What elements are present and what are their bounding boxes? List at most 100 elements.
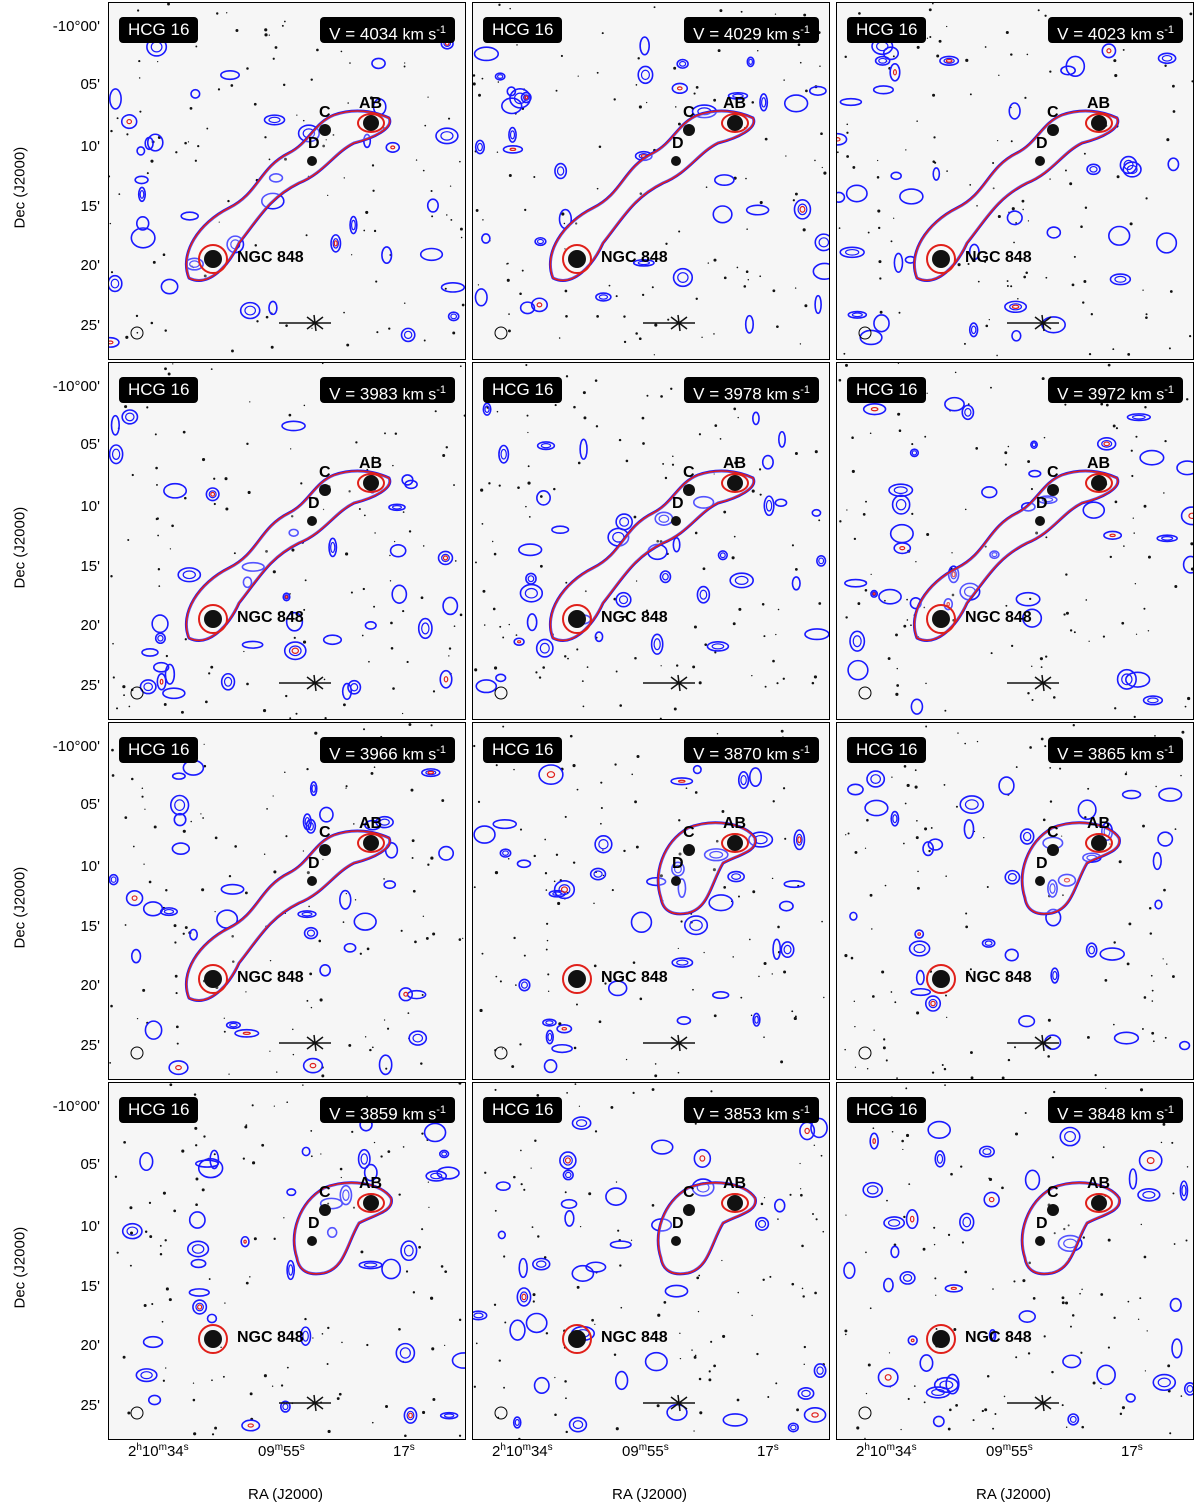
noise-contour <box>813 1363 827 1379</box>
star-speck <box>444 287 447 290</box>
noise-contour <box>527 575 535 583</box>
noise-contour <box>939 55 960 67</box>
star-speck <box>1086 1035 1090 1039</box>
star-speck <box>118 193 121 195</box>
star-speck <box>710 1090 713 1093</box>
star-speck <box>327 194 329 197</box>
velocity-tag: V = 3870 km s-1 <box>684 737 819 764</box>
noise-contour <box>391 584 408 604</box>
star-speck <box>386 1027 390 1030</box>
noise-contour <box>535 638 554 658</box>
star-speck <box>736 1398 740 1402</box>
galaxy-label-d: D <box>308 135 320 152</box>
star-speck <box>847 832 850 835</box>
noise-contour <box>1018 1310 1036 1323</box>
star-speck <box>146 172 149 175</box>
star-speck <box>1163 888 1166 892</box>
noise-contour <box>914 929 925 939</box>
star-speck <box>723 510 727 514</box>
star-speck <box>916 45 920 49</box>
star-speck <box>925 682 927 685</box>
velocity-prefix: V = <box>693 744 724 764</box>
velocity-unit: km s <box>402 386 437 404</box>
velocity-unit-exponent: -1 <box>1164 24 1174 36</box>
star-speck <box>302 1084 304 1086</box>
star-speck <box>495 975 498 978</box>
star-speck <box>745 270 749 274</box>
star-speck <box>1189 335 1192 338</box>
star-speck <box>685 787 688 790</box>
star-speck <box>857 602 861 605</box>
star-speck <box>158 585 161 587</box>
star-speck <box>210 665 214 669</box>
noise-contour <box>564 1210 575 1227</box>
star-speck <box>473 82 476 86</box>
star-speck <box>283 1217 285 1219</box>
hi-emission-inner <box>549 470 755 641</box>
star-speck <box>142 988 146 992</box>
star-speck <box>343 177 345 179</box>
star-speck <box>678 819 681 822</box>
noise-contour <box>526 613 538 632</box>
velocity-unit-exponent: -1 <box>436 24 446 36</box>
star-speck <box>877 159 879 162</box>
noise-contour <box>538 764 564 785</box>
star-speck <box>1051 1370 1054 1374</box>
noise-contour <box>495 673 507 683</box>
star-speck <box>403 302 406 304</box>
noise-contour <box>513 637 525 646</box>
group-tag: HCG 16 <box>483 1097 563 1123</box>
star-speck <box>385 1067 388 1070</box>
noise-contour <box>553 880 576 900</box>
star-speck <box>758 468 762 471</box>
noise-contour <box>524 587 538 599</box>
star-speck <box>208 1278 211 1280</box>
noise-contour <box>866 1185 879 1195</box>
noise-contour <box>514 1418 520 1427</box>
galaxy-label-ab: AB <box>359 455 383 472</box>
star-speck <box>504 1321 507 1324</box>
noise-contour <box>1176 460 1193 476</box>
star-speck <box>498 484 501 487</box>
star-speck <box>271 1385 274 1387</box>
noise-contour <box>748 58 754 65</box>
noise-contour <box>981 485 998 499</box>
star-speck <box>263 853 266 855</box>
noise-contour <box>614 1370 629 1391</box>
star-speck <box>670 387 673 390</box>
noise-contour <box>282 592 291 602</box>
star-speck <box>970 1076 974 1079</box>
noise-contour <box>288 528 299 537</box>
star-speck <box>176 1042 179 1045</box>
noise-contour <box>225 1021 242 1030</box>
star-speck <box>290 515 294 518</box>
star-speck <box>481 77 484 80</box>
star-speck <box>1173 1243 1176 1245</box>
star-speck <box>775 1382 778 1385</box>
noise-contour <box>1119 155 1138 175</box>
star-speck <box>915 836 919 840</box>
star-speck <box>175 1025 179 1029</box>
star-speck <box>371 164 375 167</box>
velocity-unit: km s <box>1130 26 1165 44</box>
star-speck <box>187 141 190 143</box>
noise-contour <box>615 591 632 608</box>
noise-contour <box>944 1284 964 1293</box>
star-speck <box>432 932 436 936</box>
noise-contour <box>1152 1373 1177 1392</box>
noise-contour <box>560 886 568 893</box>
noise-contour <box>1116 668 1137 690</box>
star-speck <box>947 1233 951 1237</box>
noise-contour <box>1101 43 1117 59</box>
star-speck <box>292 1053 295 1056</box>
galaxy-ab <box>1091 115 1107 131</box>
star-speck <box>151 1303 154 1306</box>
star-speck <box>823 171 827 175</box>
noise-contour <box>915 969 925 986</box>
star-speck <box>389 554 391 557</box>
noise-contour <box>509 1319 526 1341</box>
star-speck <box>1115 427 1119 430</box>
star-speck <box>608 284 611 287</box>
noise-contour <box>501 97 523 115</box>
